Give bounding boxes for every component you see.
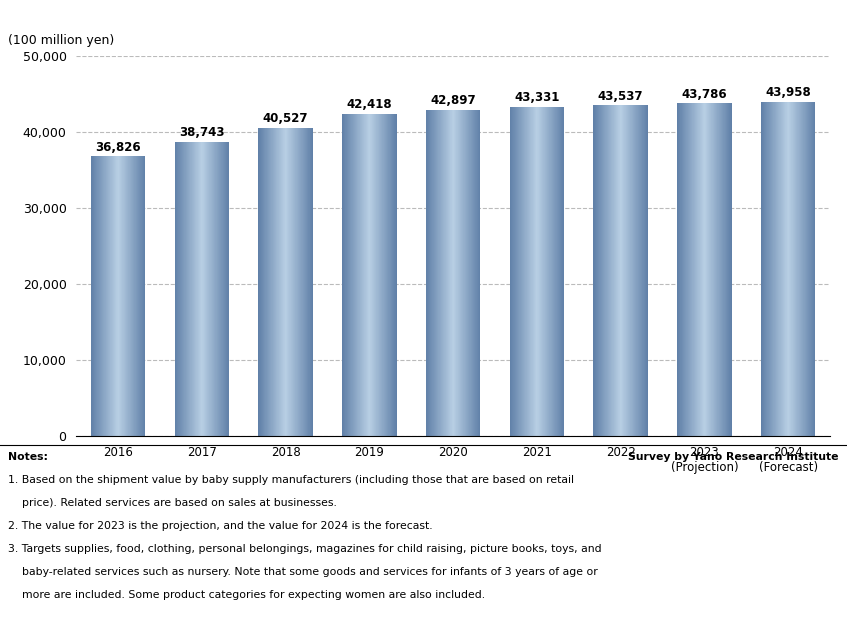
Text: more are included. Some product categories for expecting women are also included: more are included. Some product categori… (8, 590, 485, 600)
Text: (100 million yen): (100 million yen) (8, 34, 114, 47)
Text: price). Related services are based on sales at businesses.: price). Related services are based on sa… (8, 498, 337, 508)
Text: 42,418: 42,418 (346, 98, 392, 111)
Text: 36,826: 36,826 (96, 141, 141, 153)
Text: Notes:: Notes: (8, 452, 48, 462)
Text: 43,537: 43,537 (598, 90, 644, 103)
Text: 43,786: 43,786 (682, 88, 728, 101)
Text: Survey by Yano Research Institute: Survey by Yano Research Institute (628, 452, 839, 462)
Text: 43,958: 43,958 (766, 87, 811, 99)
Text: 40,527: 40,527 (263, 112, 308, 125)
Text: 43,331: 43,331 (514, 91, 560, 104)
Text: baby-related services such as nursery. Note that some goods and services for inf: baby-related services such as nursery. N… (8, 567, 598, 577)
Text: 2. The value for 2023 is the projection, and the value for 2024 is the forecast.: 2. The value for 2023 is the projection,… (8, 521, 433, 531)
Text: 42,897: 42,897 (430, 95, 476, 107)
Text: 1. Based on the shipment value by baby supply manufacturers (including those tha: 1. Based on the shipment value by baby s… (8, 475, 574, 485)
Text: 3. Targets supplies, food, clothing, personal belongings, magazines for child ra: 3. Targets supplies, food, clothing, per… (8, 544, 602, 554)
Text: 38,743: 38,743 (179, 126, 224, 139)
